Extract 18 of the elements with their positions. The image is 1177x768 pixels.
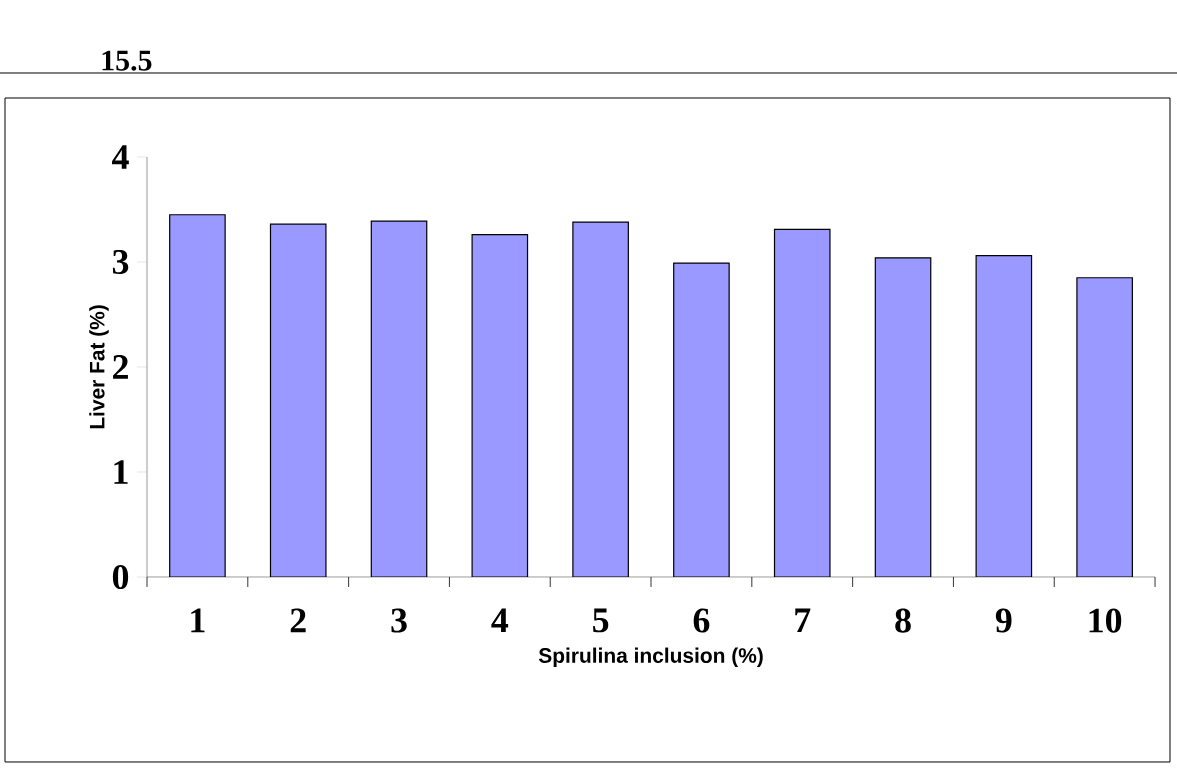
text: 15.5: [102, 50, 152, 71]
y-tick-label: 0: [112, 564, 129, 590]
x-axis-title: Spirulina inclusion (%): [538, 647, 763, 668]
y-tick-label: 3: [112, 249, 129, 275]
x-tick-label: 6: [693, 608, 710, 633]
y-tick-label: 2: [113, 355, 128, 379]
x-tick-label: 5: [593, 608, 609, 633]
x-tick-label: 1: [191, 608, 205, 633]
x-tick-label: 4: [491, 608, 509, 633]
x-tick-label: 9: [995, 608, 1012, 633]
x-tick-label: 2: [290, 608, 306, 633]
x-tick-label: 10: [1089, 608, 1122, 633]
y-tick-label: 1: [114, 460, 128, 484]
x-tick-label: 8: [895, 608, 911, 633]
y-axis-title: Liver Fat (%): [89, 305, 109, 429]
x-tick-label: 3: [391, 608, 407, 633]
y-tick-label: 4: [112, 145, 129, 169]
x-tick-label: 7: [795, 608, 811, 632]
